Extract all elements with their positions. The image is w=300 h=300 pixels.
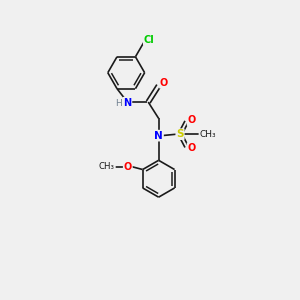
Text: S: S: [176, 129, 184, 139]
Text: O: O: [124, 162, 132, 172]
Text: H: H: [115, 99, 122, 108]
Text: Cl: Cl: [144, 34, 154, 44]
Text: N: N: [154, 130, 163, 141]
Text: O: O: [188, 143, 196, 153]
Text: CH₃: CH₃: [99, 162, 115, 171]
Text: O: O: [160, 78, 168, 88]
Text: O: O: [188, 115, 196, 125]
Text: N: N: [123, 98, 131, 108]
Text: CH₃: CH₃: [199, 130, 216, 139]
